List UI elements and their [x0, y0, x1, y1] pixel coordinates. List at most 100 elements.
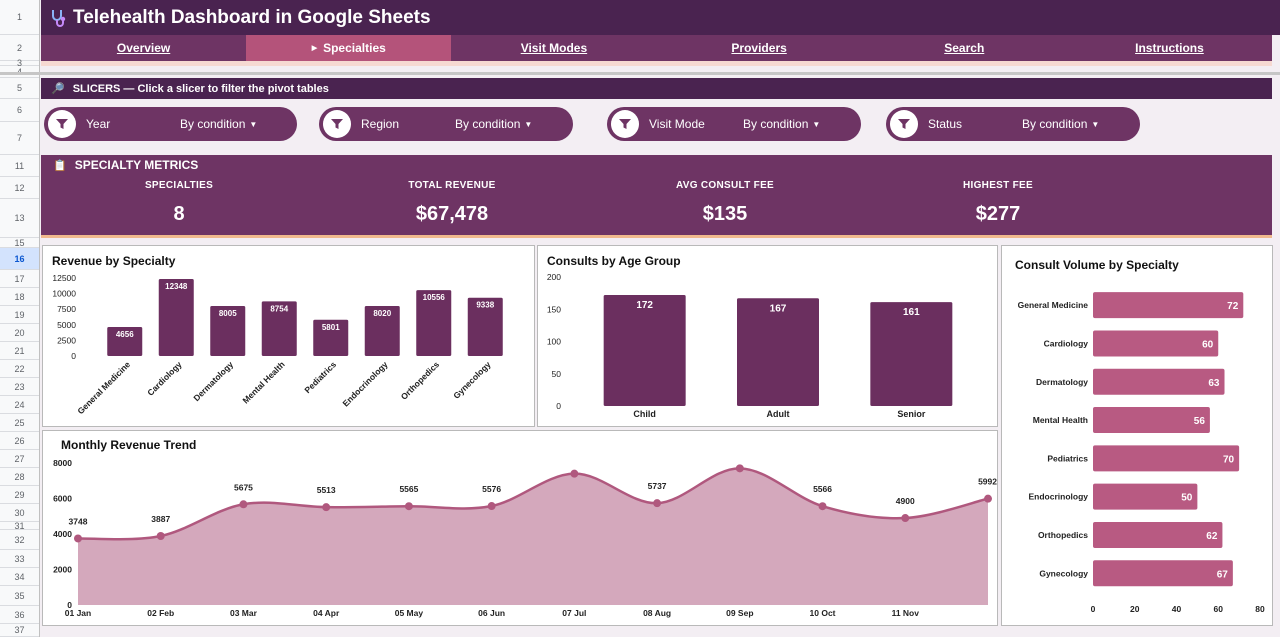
row-number[interactable]: 18 — [0, 288, 39, 306]
caret-down-icon: ▼ — [812, 119, 821, 129]
tab-specialties[interactable]: ▶ Specialties — [246, 35, 452, 61]
row-number[interactable]: 37 — [0, 624, 39, 637]
data-label: 3748 — [69, 516, 88, 526]
x-tick-label: Adult — [767, 409, 790, 419]
metric-value: 8 — [173, 203, 185, 225]
row-number[interactable]: 12 — [0, 177, 39, 199]
row-number[interactable]: 20 — [0, 324, 39, 342]
row-number[interactable]: 27 — [0, 450, 39, 468]
data-point — [984, 494, 992, 503]
metric-avg-consult-fee: AVG CONSULT FEE $135 — [615, 180, 835, 226]
data-label: 4656 — [116, 330, 134, 339]
row-number[interactable]: 36 — [0, 606, 39, 624]
row-number[interactable]: 26 — [0, 432, 39, 450]
row-number[interactable]: 4 — [0, 66, 39, 78]
tab-visit-modes[interactable]: Visit Modes — [451, 35, 656, 61]
y-tick-label: Orthopedics — [1038, 530, 1088, 540]
y-tick-label: Cardiology — [1044, 338, 1089, 348]
slicer-label: Year — [86, 117, 111, 131]
data-label: 72 — [1227, 301, 1239, 312]
row-number[interactable]: 33 — [0, 550, 39, 568]
data-label: 5675 — [234, 482, 253, 492]
tab-label: Instructions — [1135, 41, 1204, 55]
row-number[interactable]: 35 — [0, 586, 39, 606]
bar — [1093, 330, 1219, 357]
freeze-divider[interactable] — [0, 72, 1280, 75]
bar — [107, 326, 143, 356]
tab-search[interactable]: Search — [862, 35, 1067, 61]
data-label: 3887 — [151, 514, 170, 524]
caret-down-icon: ▼ — [1091, 119, 1100, 129]
x-tick-label: Pediatrics — [302, 359, 338, 395]
x-tick-label: 05 May — [395, 608, 424, 618]
slicer-visit-mode[interactable]: Visit Mode By condition ▼ — [607, 107, 861, 141]
row-number[interactable]: 19 — [0, 306, 39, 324]
data-point — [322, 503, 331, 512]
row-number[interactable]: 22 — [0, 360, 39, 378]
consults-by-age-card[interactable]: Consults by Age Group 200 150 100 50 0 172 Chi… — [537, 245, 998, 427]
y-tick-label: 8000 — [53, 458, 72, 468]
row-number[interactable]: 5 — [0, 78, 39, 99]
x-tick-label: 07 Jul — [562, 608, 586, 618]
row-number[interactable]: 31 — [0, 521, 39, 531]
bar — [261, 301, 297, 356]
slicer-status[interactable]: Status By condition ▼ — [886, 107, 1140, 141]
tab-label: Specialties — [323, 41, 386, 55]
consult-volume-chart: 72 General Medicine 60 Cardiology 63 Dermatol… — [1018, 292, 1265, 614]
revenue-by-specialty-card[interactable]: Revenue by Specialty 12500 10000 7500 5000 2… — [42, 245, 535, 427]
nav-stripe — [41, 61, 1272, 66]
row-number[interactable]: 17 — [0, 270, 39, 288]
monthly-revenue-chart: 8000 6000 4000 2000 0 3748 3887 5675 5513 5565 557… — [53, 458, 997, 618]
row-number[interactable]: 34 — [0, 568, 39, 586]
row-number[interactable]: 30 — [0, 504, 39, 522]
data-point — [818, 502, 827, 511]
slicer-year[interactable]: Year By condition ▼ — [44, 107, 297, 141]
x-tick-label: 02 Feb — [147, 608, 174, 618]
monthly-revenue-card[interactable]: Monthly Revenue Trend 8000 6000 4000 2000 0 3… — [42, 430, 998, 626]
x-tick-label: 20 — [1130, 604, 1140, 614]
row-number[interactable]: 2 — [0, 35, 39, 61]
data-point — [487, 502, 496, 511]
data-point — [735, 464, 744, 473]
bar — [1093, 483, 1198, 510]
data-label: 50 — [1181, 493, 1193, 504]
y-tick-label: 50 — [552, 369, 562, 379]
x-tick-label: 80 — [1255, 604, 1265, 614]
bar — [1093, 560, 1233, 587]
row-number[interactable]: 28 — [0, 468, 39, 486]
data-label: 8754 — [270, 304, 288, 313]
row-number[interactable]: 3 — [0, 58, 39, 68]
tab-instructions[interactable]: Instructions — [1067, 35, 1272, 61]
row-number[interactable]: 32 — [0, 530, 39, 550]
row-number[interactable]: 6 — [0, 99, 39, 122]
tab-label: Overview — [116, 41, 171, 55]
row-number[interactable]: 21 — [0, 342, 39, 360]
row-number[interactable]: 1 — [0, 0, 39, 35]
row-number[interactable]: 11 — [0, 155, 39, 177]
data-label: 5737 — [648, 481, 667, 491]
x-tick-label: Mental Health — [241, 359, 287, 405]
x-tick-label: Child — [633, 409, 656, 419]
row-number[interactable]: 29 — [0, 486, 39, 504]
bar — [1093, 445, 1240, 472]
row-number[interactable]: 13 — [0, 199, 39, 238]
row-number[interactable]: 23 — [0, 378, 39, 396]
bar — [416, 290, 452, 356]
data-point — [570, 469, 579, 478]
slicers-header: 🔎 SLICERS — Click a slicer to filter the… — [41, 78, 1272, 99]
play-icon: ▶ — [311, 45, 318, 52]
row-number[interactable]: 7 — [0, 122, 39, 155]
slicer-value: By condition — [455, 117, 521, 131]
row-number[interactable]: 16 — [0, 248, 39, 270]
filter-icon — [48, 110, 76, 138]
data-label: 5565 — [399, 484, 418, 494]
x-tick-label: Dermatology — [191, 359, 235, 403]
data-point — [653, 499, 662, 508]
tab-overview[interactable]: Overview — [41, 35, 246, 61]
row-number[interactable]: 25 — [0, 414, 39, 432]
slicer-region[interactable]: Region By condition ▼ — [319, 107, 573, 141]
tab-providers[interactable]: Providers — [657, 35, 862, 61]
row-number[interactable]: 15 — [0, 238, 39, 248]
consult-volume-card[interactable]: Consult Volume by Specialty 72 General Me… — [1001, 245, 1273, 626]
row-number[interactable]: 24 — [0, 396, 39, 414]
